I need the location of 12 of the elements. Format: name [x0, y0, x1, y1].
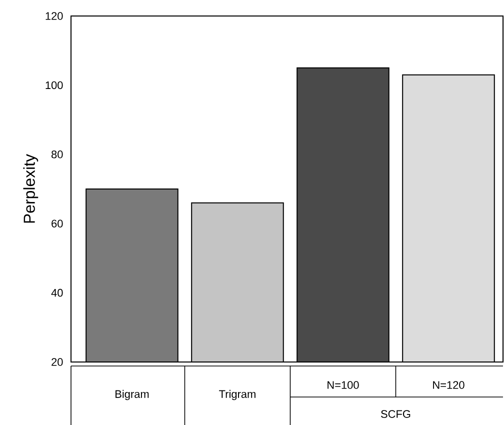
y-tick-label: 20 — [52, 358, 63, 366]
x-tick-label: Trigram — [219, 390, 256, 400]
y-tick-label: 100 — [46, 81, 63, 90]
y-tick-label: 80 — [52, 150, 63, 158]
y-tick-label: 60 — [52, 220, 63, 228]
y-axis-title: Perplexity — [23, 154, 38, 223]
y-tick-label: 120 — [46, 12, 63, 20]
y-tick-label: 40 — [51, 288, 63, 297]
x-tick-label: N=100 — [328, 381, 359, 389]
x-tick-label: N=120 — [433, 381, 464, 389]
text: SCFG — [381, 410, 410, 418]
x-tick-label: Bigram — [116, 390, 149, 400]
